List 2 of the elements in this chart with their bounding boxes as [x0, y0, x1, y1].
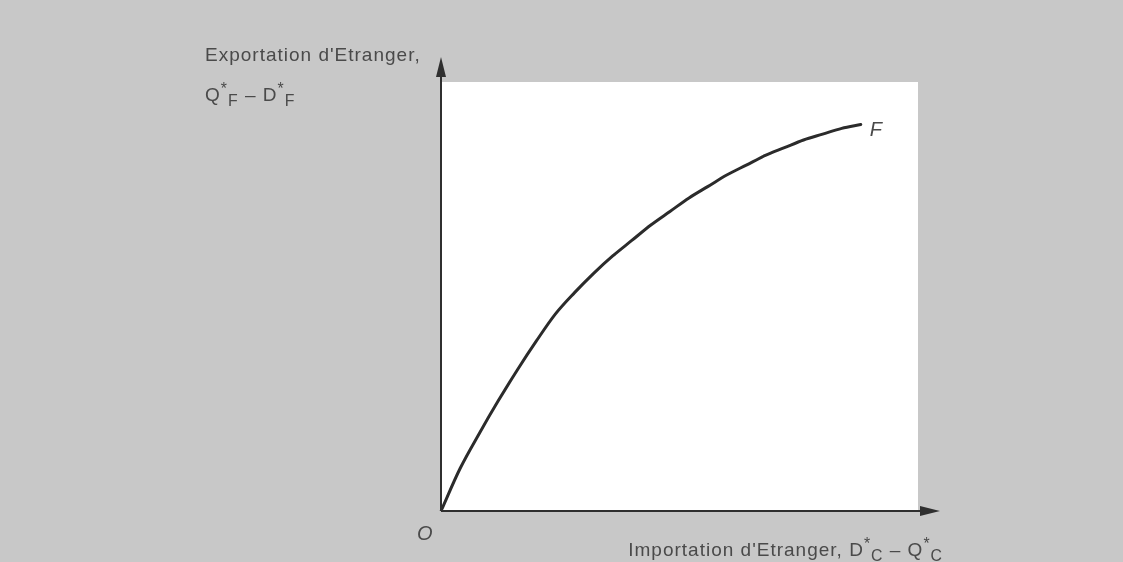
annotation: F: [869, 117, 882, 140]
text: O: [417, 522, 433, 544]
